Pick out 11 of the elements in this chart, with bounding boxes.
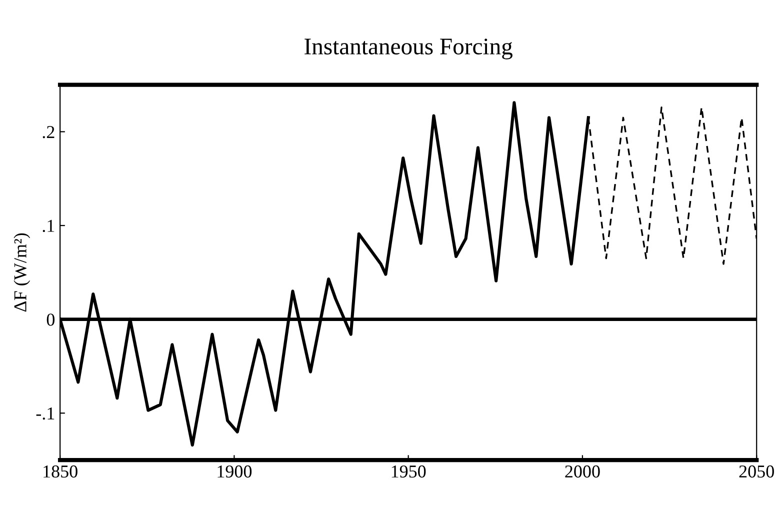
- x-tick-label: 1950: [392, 465, 426, 478]
- x-tick-label: 1900: [218, 465, 252, 478]
- x-tick-label: 1850: [44, 465, 78, 478]
- x-tick-label: 2050: [739, 465, 774, 478]
- chart-title: Instantaneous Forcing: [304, 38, 512, 60]
- y-axis-title: ΔF (W/m²): [14, 233, 30, 312]
- x-tick-label: 2000: [565, 465, 600, 478]
- y-tick-label: 0: [46, 314, 55, 326]
- y-tick-label: .1: [42, 220, 54, 232]
- y-tick-label: .2: [42, 126, 54, 138]
- y-tick-label: -.1: [36, 407, 54, 420]
